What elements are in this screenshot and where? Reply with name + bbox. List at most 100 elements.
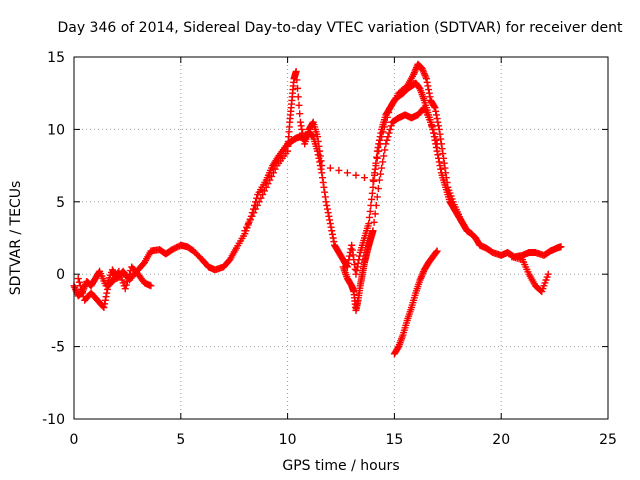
data-point-plus xyxy=(378,133,386,141)
data-point-plus xyxy=(372,201,380,209)
data-point-plus xyxy=(121,285,129,293)
data-point-plus xyxy=(427,118,435,126)
data-point-plus xyxy=(314,133,322,141)
data-point-plus xyxy=(434,151,442,159)
data-point-plus xyxy=(248,212,256,220)
data-point-plus xyxy=(369,176,377,184)
data-point-plus xyxy=(147,282,155,290)
data-point-plus xyxy=(77,285,85,293)
y-tick-label: 0 xyxy=(56,267,65,283)
data-point-plus xyxy=(250,209,258,217)
data-point-plus xyxy=(428,122,436,130)
data-point-plus xyxy=(262,183,270,191)
data-point-plus xyxy=(382,140,390,148)
data-point-plus xyxy=(433,140,441,148)
data-point-plus xyxy=(316,158,324,166)
data-point-plus xyxy=(243,223,251,231)
grid xyxy=(74,57,608,419)
data-point-plus xyxy=(438,145,446,153)
data-point-plus xyxy=(373,153,381,161)
data-point-plus xyxy=(463,227,471,235)
data-point-plus xyxy=(315,142,323,150)
data-point-plus xyxy=(326,164,334,172)
data-point-plus xyxy=(385,109,393,117)
data-point-plus xyxy=(355,256,363,264)
data-point-plus xyxy=(356,252,364,260)
data-point-plus xyxy=(323,205,331,213)
data-point-plus xyxy=(373,193,381,201)
data-point-plus xyxy=(318,174,326,182)
data-point-plus xyxy=(440,154,448,162)
data-point-plus xyxy=(434,118,442,126)
data-point-plus xyxy=(319,178,327,186)
data-marks xyxy=(70,60,565,358)
data-point-plus xyxy=(75,278,83,286)
x-tick-label: 10 xyxy=(279,432,297,448)
data-point-plus xyxy=(387,122,395,130)
data-point-plus xyxy=(544,270,552,278)
data-point-plus xyxy=(255,198,263,206)
data-point-plus xyxy=(298,125,306,133)
data-point-plus xyxy=(442,169,450,177)
data-point-plus xyxy=(352,270,360,278)
data-point-plus xyxy=(431,133,439,141)
data-point-plus xyxy=(335,166,343,174)
x-axis-label: GPS time / hours xyxy=(282,458,399,474)
data-point-plus xyxy=(353,263,361,271)
data-point-plus xyxy=(370,169,378,177)
data-point-plus xyxy=(103,285,111,293)
x-tick-label: 20 xyxy=(492,432,510,448)
data-point-plus xyxy=(373,154,381,162)
data-point-plus xyxy=(327,223,335,231)
y-tick-label: 15 xyxy=(47,50,65,66)
data-point-plus xyxy=(321,193,329,201)
data-point-plus xyxy=(424,82,432,90)
data-point-plus xyxy=(292,67,300,75)
x-tick-label: 5 xyxy=(176,432,185,448)
data-point-plus xyxy=(431,104,439,112)
x-tick-label: 0 xyxy=(70,432,79,448)
data-point-plus xyxy=(379,158,387,166)
x-tick-label: 15 xyxy=(385,432,403,448)
data-point-plus xyxy=(103,289,111,297)
data-point-plus xyxy=(437,165,445,173)
data-point-plus xyxy=(343,169,351,177)
data-point-plus xyxy=(101,300,109,308)
data-point-plus xyxy=(374,144,382,151)
data-point-plus xyxy=(368,195,376,203)
data-point-plus xyxy=(366,207,374,215)
data-point-plus xyxy=(101,296,109,304)
data-point-plus xyxy=(102,293,110,301)
data-point-plus xyxy=(79,289,87,297)
y-axis-label: SDTVAR / TECUs xyxy=(8,181,24,296)
data-point-plus xyxy=(426,93,434,101)
tick-labels: 0 5 10 15 20 25 -10 -5 0 5 10 15 xyxy=(42,50,617,448)
data-point-plus xyxy=(381,146,389,154)
data-point-plus xyxy=(344,259,352,267)
data-point-plus xyxy=(328,227,336,235)
data-point-plus xyxy=(318,169,326,177)
data-point-plus xyxy=(432,111,440,119)
data-point-plus xyxy=(435,158,443,166)
data-point-plus xyxy=(422,75,430,83)
data-point-plus xyxy=(299,129,307,137)
data-point-plus xyxy=(100,304,108,312)
y-tick-label: -5 xyxy=(51,340,65,356)
data-point-plus xyxy=(368,189,376,197)
data-point-plus xyxy=(308,131,316,139)
data-point-plus xyxy=(425,86,433,94)
data-point-plus xyxy=(439,150,447,158)
data-point-plus xyxy=(375,176,383,184)
data-point-plus xyxy=(320,183,328,191)
x-tick-label: 25 xyxy=(599,432,617,448)
data-point-plus xyxy=(264,180,272,188)
data-point-plus xyxy=(369,183,377,191)
data-point-plus xyxy=(126,270,134,278)
data-point-plus xyxy=(365,220,373,228)
data-point-plus xyxy=(246,216,254,224)
data-point-plus xyxy=(271,165,279,173)
data-point-plus xyxy=(371,165,379,173)
data-point-plus xyxy=(425,89,433,97)
data-point-plus xyxy=(374,185,382,193)
data-point-plus xyxy=(378,164,386,172)
